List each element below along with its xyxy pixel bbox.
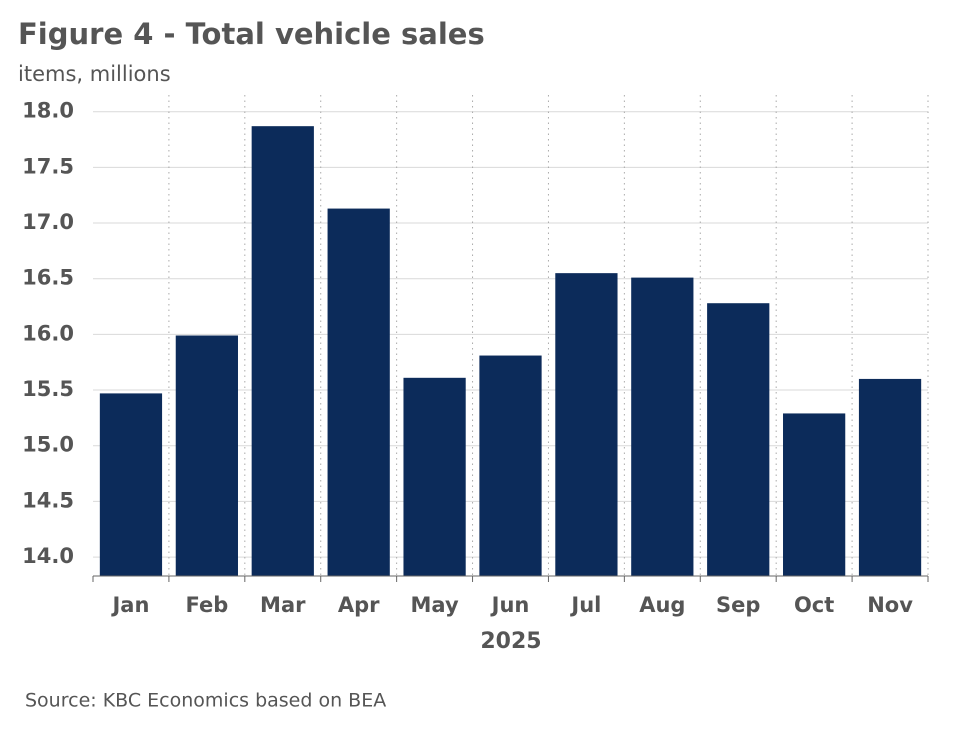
bar xyxy=(707,303,770,576)
x-tick-label: Jun xyxy=(490,593,530,617)
y-tick-label: 16.0 xyxy=(22,321,74,345)
bar xyxy=(327,208,390,576)
y-tick-label: 16.5 xyxy=(22,266,74,290)
x-tick-label: Apr xyxy=(338,593,380,617)
x-tick-label: Sep xyxy=(716,593,760,617)
x-tick-label: Jul xyxy=(569,593,601,617)
x-tick-label: Nov xyxy=(867,593,913,617)
x-tick-label: Mar xyxy=(260,593,306,617)
y-tick-label: 14.5 xyxy=(22,488,74,512)
bar xyxy=(99,393,163,576)
bar xyxy=(175,335,238,576)
y-tick-label: 15.0 xyxy=(22,433,74,457)
y-tick-label: 17.0 xyxy=(22,210,74,234)
bar xyxy=(251,126,314,576)
x-tick-label: Oct xyxy=(794,593,834,617)
x-tick-label: Jan xyxy=(110,593,149,617)
y-tick-label: 18.0 xyxy=(22,99,74,123)
x-axis-label: 2025 xyxy=(480,629,541,654)
bar xyxy=(783,413,846,576)
x-tick-label: Aug xyxy=(639,593,685,617)
y-tick-label: 15.5 xyxy=(22,377,74,401)
chart-title: Figure 4 - Total vehicle sales xyxy=(18,17,485,51)
bar xyxy=(403,377,466,576)
y-tick-label: 14.0 xyxy=(22,544,74,568)
bar xyxy=(858,378,922,576)
chart-subtitle: items, millions xyxy=(18,62,171,86)
source-note: Source: KBC Economics based on BEA xyxy=(25,690,386,712)
bar xyxy=(631,277,694,576)
x-tick-label: Feb xyxy=(185,593,228,617)
y-tick-label: 17.5 xyxy=(22,154,74,178)
bar xyxy=(479,355,542,576)
bar xyxy=(555,273,618,576)
x-tick-label: May xyxy=(411,593,459,617)
